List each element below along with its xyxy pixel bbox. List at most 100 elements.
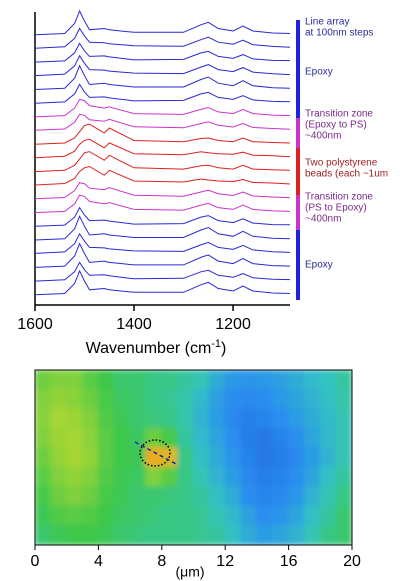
heatmap-cell xyxy=(304,486,321,506)
heatmap-cell xyxy=(177,447,194,467)
heatmap-cell xyxy=(98,447,115,467)
heatmap-cell xyxy=(161,389,178,409)
annotation: (PS to Epoxy) xyxy=(305,203,367,214)
heatmap-cell xyxy=(145,467,162,487)
heatmap-cell xyxy=(193,408,210,428)
heatmap-cell xyxy=(256,370,273,390)
heatmap-cell xyxy=(256,389,273,409)
heatmap-cell xyxy=(241,467,258,487)
heatmap-cell xyxy=(241,506,258,526)
spectrum xyxy=(35,28,290,48)
heatmap-cell xyxy=(177,506,194,526)
heatmap-cell xyxy=(66,408,83,428)
heatmap-cell xyxy=(288,428,305,448)
heatmap-cell xyxy=(241,408,258,428)
spectrum xyxy=(35,114,290,130)
heatmap-cell xyxy=(177,428,194,448)
annotation: Two polystyrene xyxy=(305,158,378,169)
heatmap-cell xyxy=(114,389,131,409)
heatmap-cell xyxy=(304,408,321,428)
heatmap-cell xyxy=(256,467,273,487)
x-axis-label-sup: -1 xyxy=(211,338,221,350)
heatmap-cell xyxy=(66,486,83,506)
heatmap-cell xyxy=(130,447,147,467)
heatmap-cell xyxy=(98,486,115,506)
heatmap-cell xyxy=(35,428,52,448)
heatmap-cell xyxy=(336,389,353,409)
heatmap-cell xyxy=(272,525,289,545)
heatmap-cell xyxy=(82,370,99,390)
heatmap-cell xyxy=(304,370,321,390)
heatmap-cell xyxy=(98,370,115,390)
heatmap-cell xyxy=(304,506,321,526)
spectrum xyxy=(35,66,290,90)
heatmap-cell xyxy=(320,467,337,487)
heatmap-cell xyxy=(241,370,258,390)
heatmap-cell xyxy=(336,447,353,467)
heatmap-cell xyxy=(50,428,67,448)
heatmap-cell xyxy=(161,506,178,526)
heatmap-cell xyxy=(225,389,242,409)
heatmap-cell xyxy=(336,428,353,448)
annotation: ~400nm xyxy=(305,214,341,225)
heatmap-cell xyxy=(114,428,131,448)
x-tick-label: 20 xyxy=(343,553,361,570)
heatmap-cell xyxy=(320,525,337,545)
heatmap-cell xyxy=(209,389,226,409)
heatmap-cell xyxy=(209,428,226,448)
heatmap-cell xyxy=(193,506,210,526)
heatmap-cell xyxy=(130,506,147,526)
heatmap-cell xyxy=(256,525,273,545)
heatmap-cell xyxy=(288,506,305,526)
heatmap-cell xyxy=(225,486,242,506)
heatmap-cell xyxy=(304,467,321,487)
heatmap xyxy=(35,370,353,546)
heatmap-cell xyxy=(193,467,210,487)
heatmap-cell xyxy=(98,428,115,448)
x-tick-label: 1400 xyxy=(116,316,152,333)
heatmap-cell xyxy=(320,408,337,428)
heatmap-cell xyxy=(66,389,83,409)
spectrum xyxy=(35,183,290,199)
heatmap-cell xyxy=(161,486,178,506)
heatmap-cell xyxy=(304,389,321,409)
heatmap-cell xyxy=(272,486,289,506)
heatmap-cell xyxy=(288,447,305,467)
heatmap-cell xyxy=(193,447,210,467)
heatmap-cell xyxy=(35,506,52,526)
heatmap-cell xyxy=(145,389,162,409)
heatmap-cell xyxy=(272,428,289,448)
spectrum xyxy=(35,234,290,254)
spectrum xyxy=(35,167,290,186)
heatmap-cell xyxy=(272,370,289,390)
x-axis-label-text: ) xyxy=(221,340,226,357)
heatmap-cell xyxy=(130,486,147,506)
heatmap-cell xyxy=(35,467,52,487)
heatmap-cell xyxy=(130,370,147,390)
heatmap-cell xyxy=(82,525,99,545)
map-x-label: (μm) xyxy=(175,564,204,580)
heatmap-cell xyxy=(66,370,83,390)
heatmap-cell xyxy=(288,525,305,545)
spectrum xyxy=(35,11,290,35)
x-tick-label: 4 xyxy=(94,553,103,570)
spectrum xyxy=(35,139,290,158)
heatmap-cell xyxy=(193,428,210,448)
heatmap-cell xyxy=(130,525,147,545)
heatmap-cell xyxy=(336,408,353,428)
heatmap-cell xyxy=(66,467,83,487)
heatmap-cell xyxy=(66,506,83,526)
heatmap-cell xyxy=(161,408,178,428)
heatmap-cell xyxy=(241,428,258,448)
heatmap-cell xyxy=(98,408,115,428)
spectrum xyxy=(35,208,290,227)
heatmap-cell xyxy=(130,408,147,428)
annotation: Transition zone xyxy=(305,192,373,203)
spectrum xyxy=(35,195,290,213)
heatmap-cell xyxy=(35,486,52,506)
heatmap-cell xyxy=(272,389,289,409)
heatmap-cell xyxy=(209,525,226,545)
heatmap-cell xyxy=(66,447,83,467)
